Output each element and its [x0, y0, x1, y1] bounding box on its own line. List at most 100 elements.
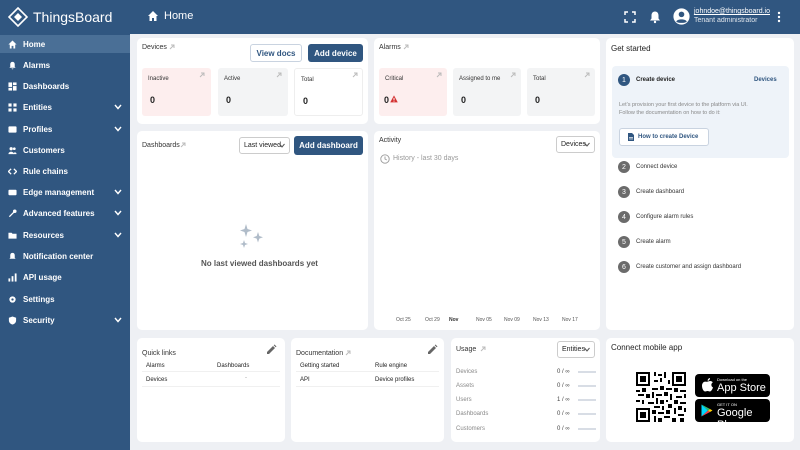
tools-icon	[8, 208, 17, 217]
customers-icon	[8, 146, 17, 154]
sidebar-item-edge-management[interactable]: Edge management	[0, 183, 130, 201]
open-link-icon[interactable]	[584, 72, 590, 78]
sidebar-item-api-usage[interactable]: API usage	[0, 268, 130, 286]
quick-links-title: Quick links	[142, 350, 176, 357]
stat-value: 0	[226, 95, 232, 105]
sidebar-item-home[interactable]: Home	[0, 35, 130, 53]
how-to-create-device-button[interactable]: How to create Device	[619, 128, 709, 146]
view-docs-button[interactable]: View docs	[250, 44, 302, 62]
divider	[296, 386, 439, 387]
usage-label: Customers	[456, 426, 486, 432]
document-icon	[628, 133, 634, 141]
sidebar-item-label: Edge management	[23, 187, 95, 197]
usage-progress-bar	[578, 428, 596, 430]
sidebar-item-security[interactable]: Security	[0, 311, 130, 329]
logo[interactable]: ThingsBoard	[8, 7, 112, 27]
critical-alarms-stat[interactable]: Critical 0	[379, 68, 447, 116]
open-link-icon[interactable]	[510, 72, 516, 78]
profiles-icon	[8, 125, 17, 133]
page-title: Home	[164, 10, 194, 22]
sidebar-item-label: Home	[23, 39, 46, 49]
stat-label: Active	[224, 76, 241, 82]
open-link-icon[interactable]	[436, 72, 442, 78]
activity-entity-select[interactable]: Devices	[556, 136, 595, 153]
open-link-icon[interactable]	[403, 44, 409, 50]
select-value: Entities	[562, 346, 585, 353]
quick-link-dashboards[interactable]: Dashboards	[217, 363, 250, 369]
usage-value: 1 / ∞	[557, 397, 570, 403]
add-device-button[interactable]: Add device	[308, 44, 363, 62]
open-link-icon[interactable]	[276, 72, 282, 78]
usage-filter-select[interactable]: Entities	[557, 341, 595, 358]
sidebar-item-alarms[interactable]: Alarms	[0, 56, 130, 74]
inactive-stat[interactable]: Inactive 0	[142, 68, 211, 116]
sidebar-item-notification-center[interactable]: Notification center	[0, 247, 130, 265]
activity-card	[374, 131, 600, 330]
gear-icon	[9, 295, 16, 303]
select-value: Devices	[561, 141, 586, 148]
notifications-bell-icon[interactable]	[648, 10, 662, 24]
fullscreen-icon[interactable]	[623, 10, 637, 24]
dashboard-icon	[8, 81, 17, 91]
devices-link[interactable]: Devices	[754, 77, 777, 83]
step-label[interactable]: Create alarm	[636, 239, 671, 245]
top-bar: ThingsBoard Home johndoe@thingsboard.io …	[0, 0, 800, 34]
step-number-badge: 2	[618, 161, 630, 173]
stat-label: Assigned to me	[459, 76, 501, 82]
sidebar-item-label: Notification center	[23, 251, 94, 261]
doc-link-rule-engine[interactable]: Rule engine	[375, 363, 408, 369]
step-label[interactable]: Create customer and assign dashboard	[636, 264, 742, 270]
app-store-button[interactable]: Download on the App Store	[695, 374, 770, 397]
total-devices-stat[interactable]: Total 0	[294, 68, 363, 116]
store-caption: Download on the	[717, 377, 748, 382]
step-label[interactable]: Create dashboard	[636, 189, 685, 195]
alarms-title: Alarms	[379, 44, 401, 51]
step-label[interactable]: Create device	[636, 77, 676, 83]
sidebar-item-label: API usage	[23, 272, 62, 282]
sidebar-item-profiles[interactable]: Profiles	[0, 120, 130, 138]
sidebar-item-customers[interactable]: Customers	[0, 141, 130, 159]
last-viewed-select[interactable]: Last viewed	[239, 137, 290, 154]
sidebar-item-label: Security	[23, 315, 55, 325]
divider	[296, 371, 439, 372]
doc-link-api[interactable]: API	[300, 377, 310, 383]
open-link-icon[interactable]	[480, 346, 486, 352]
add-dashboard-button[interactable]: Add dashboard	[294, 136, 363, 155]
divider	[142, 386, 280, 387]
google-play-button[interactable]: GET IT ON Google Play	[695, 399, 770, 431]
quick-link-devices[interactable]: Devices	[146, 377, 168, 383]
doc-link-device-profiles[interactable]: Device profiles	[375, 377, 415, 383]
doc-link-getting-started[interactable]: Getting started	[300, 363, 340, 369]
step-number-badge: 4	[618, 211, 630, 223]
edit-pencil-icon[interactable]	[266, 344, 277, 355]
sidebar-item-rule-chains[interactable]: Rule chains	[0, 162, 130, 180]
open-link-icon[interactable]	[180, 142, 186, 148]
sidebar-item-entities[interactable]: Entities	[0, 98, 130, 116]
step-label[interactable]: Configure alarm rules	[636, 214, 694, 220]
usage-value: 0 / ∞	[557, 369, 570, 375]
more-vert-icon[interactable]	[773, 10, 785, 24]
account-avatar-icon[interactable]	[673, 8, 690, 25]
sidebar-item-settings[interactable]: Settings	[0, 290, 130, 308]
open-link-icon[interactable]	[352, 72, 358, 78]
open-link-icon[interactable]	[345, 350, 351, 356]
sidebar-item-resources[interactable]: Resources	[0, 226, 130, 244]
user-info[interactable]: johndoe@thingsboard.io Tenant administra…	[694, 7, 770, 25]
x-axis-tick: Nov 05	[476, 317, 492, 323]
sidebar-item-advanced-features[interactable]: Advanced features	[0, 204, 130, 222]
usage-value: 0 / ∞	[557, 383, 570, 389]
assigned-alarms-stat[interactable]: Assigned to me 0	[453, 68, 521, 116]
step-label[interactable]: Connect device	[636, 164, 678, 170]
open-link-icon[interactable]	[199, 72, 205, 78]
sidebar-item-label: Alarms	[23, 60, 51, 70]
user-role: Tenant administrator	[694, 17, 758, 24]
dashboards-card	[137, 131, 368, 330]
get-started-title: Get started	[611, 44, 651, 53]
total-alarms-stat[interactable]: Total 0	[527, 68, 595, 116]
active-stat[interactable]: Active 0	[218, 68, 288, 116]
open-link-icon[interactable]	[169, 44, 175, 50]
quick-link-alarms[interactable]: Alarms	[146, 363, 165, 369]
edit-pencil-icon[interactable]	[427, 344, 438, 355]
sidebar-item-label: Settings	[23, 294, 55, 304]
sidebar-item-dashboards[interactable]: Dashboards	[0, 77, 130, 95]
